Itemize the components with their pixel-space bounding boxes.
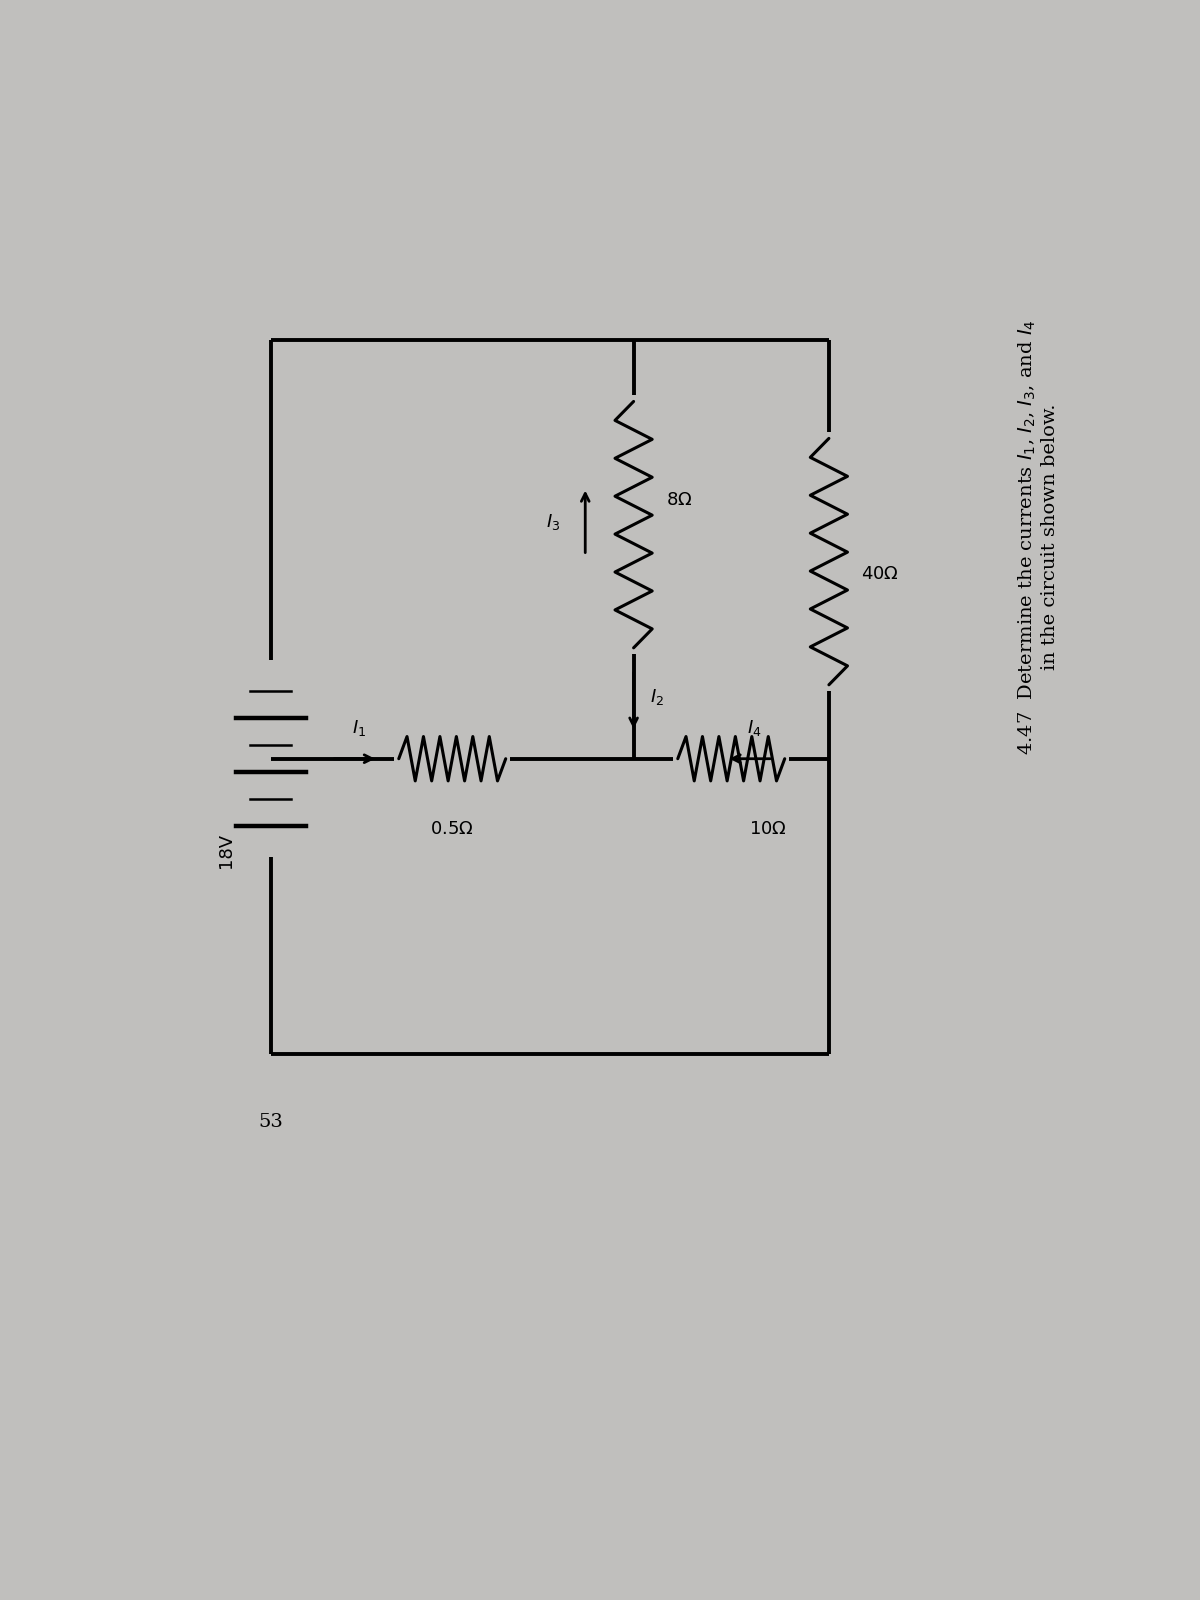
- Text: $10\Omega$: $10\Omega$: [750, 821, 787, 838]
- Text: $I_3$: $I_3$: [546, 512, 560, 531]
- Text: $I_2$: $I_2$: [650, 686, 664, 707]
- Text: $I_1$: $I_1$: [352, 718, 366, 738]
- Text: 53: 53: [258, 1114, 283, 1131]
- Text: 4.47  Determine the currents $I_1$, $I_2$, $I_3$, and $I_4$
in the circuit shown: 4.47 Determine the currents $I_1$, $I_2$…: [1018, 318, 1060, 755]
- Text: $I_4$: $I_4$: [748, 718, 762, 738]
- Text: $40\Omega$: $40\Omega$: [862, 565, 899, 582]
- Text: $0.5\Omega$: $0.5\Omega$: [431, 821, 474, 838]
- Text: $8\Omega$: $8\Omega$: [666, 491, 692, 509]
- Text: 18V: 18V: [217, 832, 235, 867]
